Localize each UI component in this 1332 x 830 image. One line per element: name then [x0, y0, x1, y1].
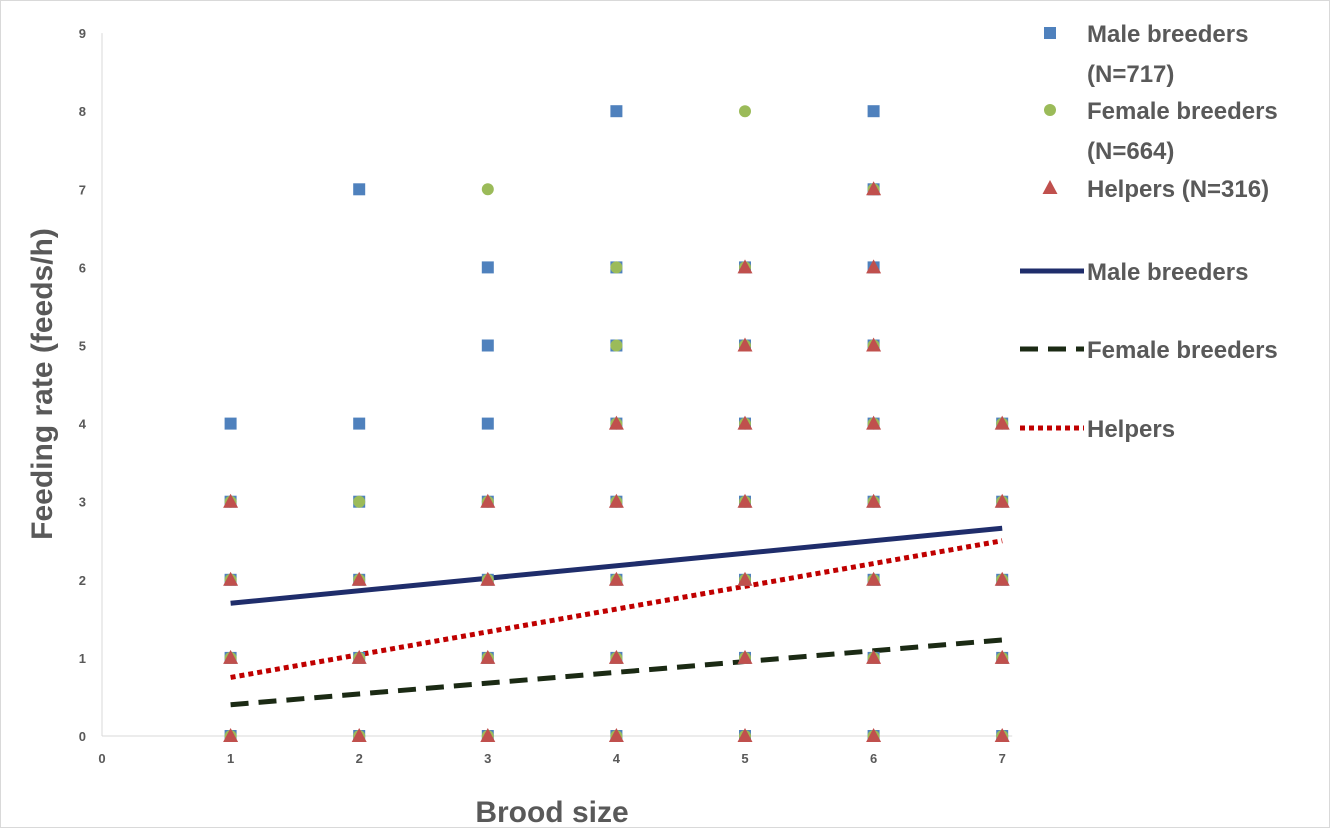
triangle-point	[608, 728, 624, 742]
triangle-point	[994, 415, 1010, 430]
legend-label: Male breeders	[1087, 259, 1248, 286]
square-point	[481, 261, 494, 274]
triangle-point	[994, 493, 1010, 508]
trendline-male-breeders	[230, 525, 1003, 606]
triangle-point	[737, 415, 753, 430]
legend-marker-triangle	[1042, 180, 1058, 194]
triangle-point	[480, 493, 496, 508]
triangle-point	[737, 649, 753, 664]
triangle-point	[866, 728, 882, 742]
y-tick-label: 3	[79, 495, 86, 510]
triangle-point	[608, 571, 624, 586]
triangle-point	[737, 337, 753, 352]
triangle-point	[608, 493, 624, 508]
legend-label: (N=664)	[1087, 138, 1174, 165]
legend: Male breeders (N=717) Female breeders (N=66…	[1020, 21, 1278, 443]
trendlines	[230, 525, 1003, 708]
x-tick-label: 2	[356, 751, 363, 766]
circle-point	[739, 105, 751, 118]
x-tick-label: 5	[741, 751, 748, 766]
series-helpers	[223, 181, 1010, 742]
y-tick-label: 2	[79, 573, 86, 588]
legend-label: Male breeders	[1087, 21, 1248, 48]
axes: 0 1 2 3 4 5 6 7 8 9 0 1 2 3 4 5 6 7	[79, 26, 1013, 766]
x-axis-title: Brood size	[475, 796, 628, 829]
y-axis-title: Feeding rate (feeds/h)	[26, 228, 59, 540]
x-tick-label: 3	[484, 751, 491, 766]
circle-point	[610, 339, 623, 352]
circle-point	[610, 261, 623, 274]
triangle-point	[866, 649, 882, 664]
triangle-point	[351, 571, 367, 586]
y-tick-label: 5	[79, 339, 86, 354]
square-point	[610, 105, 623, 118]
circle-point	[481, 183, 494, 196]
y-tick-label: 1	[79, 651, 86, 666]
triangle-point	[866, 493, 882, 508]
triangle-point	[351, 728, 367, 742]
square-point	[481, 417, 494, 430]
triangle-point	[608, 415, 624, 430]
trendline-female-breeders	[230, 637, 1003, 708]
triangle-point	[866, 181, 882, 196]
legend-marker-square	[1044, 27, 1056, 39]
triangle-point	[223, 493, 239, 508]
legend-label: Helpers	[1087, 416, 1175, 443]
triangle-point	[737, 493, 753, 508]
legend-marker-circle	[1044, 104, 1056, 116]
triangle-point	[866, 571, 882, 586]
triangle-point	[994, 649, 1010, 664]
x-tick-label: 0	[98, 751, 105, 766]
triangle-point	[480, 728, 496, 742]
y-tick-label: 8	[79, 104, 86, 119]
square-point	[353, 417, 366, 430]
square-point	[224, 417, 237, 430]
triangle-point	[351, 649, 367, 664]
y-tick-label: 9	[79, 26, 86, 41]
triangle-point	[223, 728, 239, 742]
triangle-point	[223, 571, 239, 586]
triangle-point	[994, 571, 1010, 586]
triangle-point	[737, 728, 753, 742]
legend-label: (N=717)	[1087, 61, 1174, 88]
legend-label: Helpers (N=316)	[1087, 176, 1269, 203]
triangle-point	[737, 259, 753, 274]
y-tick-label: 0	[79, 729, 86, 744]
triangle-point	[994, 728, 1010, 742]
y-tick-label: 4	[79, 417, 87, 432]
legend-label: Female breeders	[1087, 98, 1278, 125]
square-point	[867, 105, 880, 118]
triangle-point	[480, 571, 496, 586]
x-tick-label: 7	[999, 751, 1006, 766]
triangle-point	[866, 415, 882, 430]
square-point	[353, 183, 366, 196]
data-points	[223, 105, 1010, 742]
triangle-point	[866, 337, 882, 352]
y-tick-label: 6	[79, 260, 86, 275]
y-tick-label: 7	[79, 182, 86, 197]
x-tick-label: 1	[227, 751, 234, 766]
triangle-point	[608, 649, 624, 664]
triangle-point	[866, 259, 882, 274]
circle-point	[353, 495, 366, 508]
square-point	[481, 339, 494, 352]
triangle-point	[480, 649, 496, 664]
triangle-point	[223, 649, 239, 664]
legend-label: Female breeders	[1087, 337, 1278, 364]
triangle-point	[737, 571, 753, 586]
x-tick-label: 6	[870, 751, 877, 766]
x-tick-label: 4	[613, 751, 621, 766]
